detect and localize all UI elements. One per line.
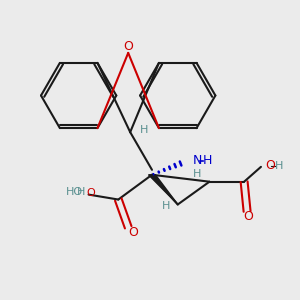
Text: H: H xyxy=(202,154,212,167)
Text: H: H xyxy=(193,169,201,179)
Text: O: O xyxy=(87,188,95,198)
Text: H: H xyxy=(162,202,170,212)
Text: O: O xyxy=(123,40,133,53)
Polygon shape xyxy=(148,175,178,205)
Text: N: N xyxy=(193,154,202,167)
Text: HO: HO xyxy=(65,187,83,196)
Text: O: O xyxy=(265,159,275,172)
Text: H: H xyxy=(140,125,148,135)
Text: H: H xyxy=(275,161,283,171)
Text: O: O xyxy=(243,210,253,223)
Text: O: O xyxy=(128,226,138,239)
Text: H: H xyxy=(77,187,86,196)
